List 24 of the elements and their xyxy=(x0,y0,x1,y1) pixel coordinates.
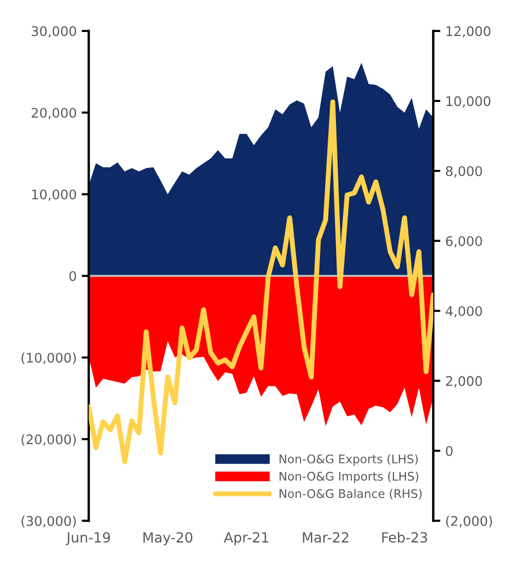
y2-tick-label: 12,000 xyxy=(446,26,490,38)
y2-tick-label: 6,000 xyxy=(446,236,482,248)
y-tick-label: 20,000 xyxy=(32,108,76,120)
y2-tick-label: 4,000 xyxy=(446,306,482,318)
x-tick-label: Mar-22 xyxy=(302,532,348,543)
y-tick-label: 10,000 xyxy=(32,189,76,201)
x-tick-label: Jun-19 xyxy=(66,532,110,546)
y2-tick-label: 8,000 xyxy=(446,166,482,178)
y-tick-label: (10,000) xyxy=(22,352,76,364)
legend-label: Non-O&G Exports (LHS) xyxy=(280,454,418,466)
legend-label: Non-O&G Imports (LHS) xyxy=(280,472,418,484)
legend-label: Non-O&G Balance (RHS) xyxy=(280,488,422,500)
x-tick-label: May-20 xyxy=(143,532,192,546)
y2-tick-label: 10,000 xyxy=(446,96,490,108)
y-tick-label: (20,000) xyxy=(22,434,76,446)
x-tick-label: Feb-23 xyxy=(382,532,428,543)
y2-tick-label: 0 xyxy=(446,446,453,456)
x-tick-label: Apr-21 xyxy=(224,532,268,546)
y-tick-label: 0 xyxy=(69,271,76,282)
y2-tick-label: 2,000 xyxy=(446,376,482,388)
y-tick-label: (30,000) xyxy=(22,516,76,528)
y2-tick-label: (2,000) xyxy=(446,516,492,528)
y-tick-label: 30,000 xyxy=(32,26,76,38)
line-series xyxy=(88,100,434,464)
